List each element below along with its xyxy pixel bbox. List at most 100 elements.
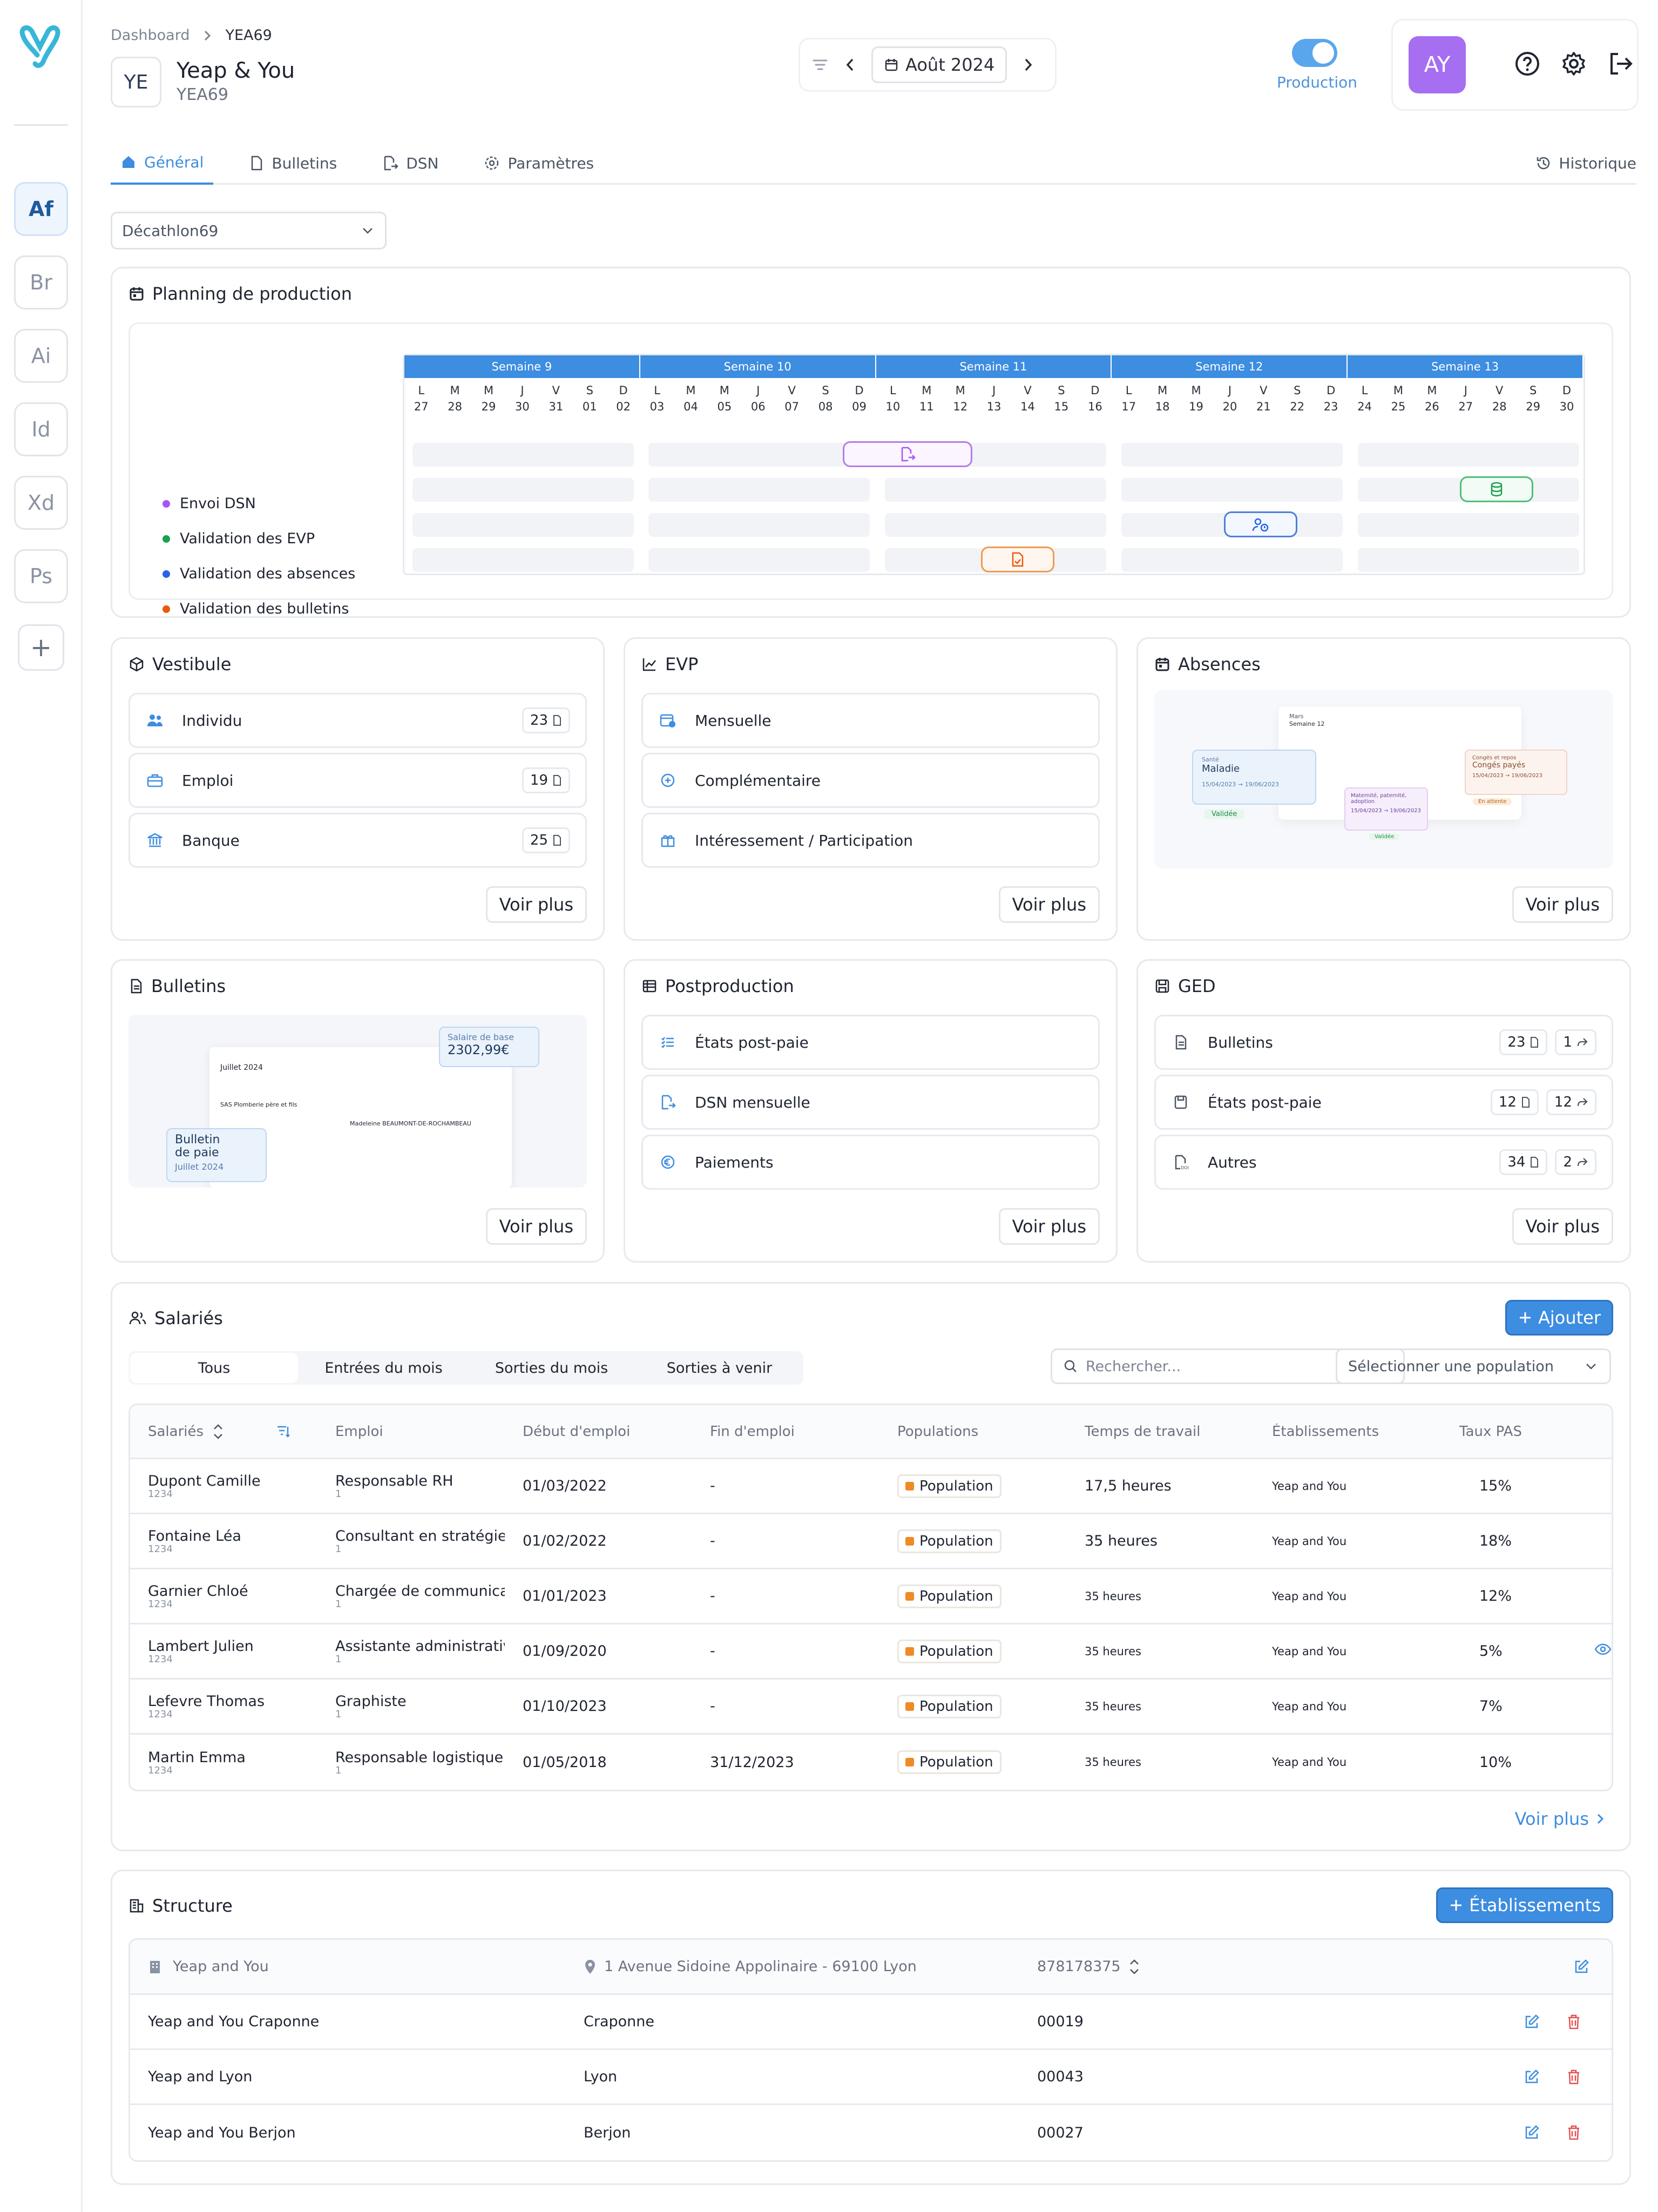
logout-icon[interactable] (1606, 50, 1634, 78)
avatar[interactable]: AY (1409, 36, 1466, 93)
breadcrumb-root[interactable]: Dashboard (111, 27, 190, 44)
day-number: 18 (1155, 400, 1170, 413)
tab-dsn[interactable]: DSN (373, 141, 448, 185)
table-row[interactable]: Dupont Camille 1234 Responsable RH 1 01/03/2… (130, 1459, 1612, 1514)
table-row[interactable]: Lambert Julien 1234 Assistante administrat… (130, 1624, 1612, 1680)
sidebar-app-br[interactable]: Br (14, 255, 68, 309)
postproduction-item-paiements[interactable]: Paiements (641, 1135, 1100, 1190)
establishment-select[interactable]: Décathlon69 (111, 212, 387, 249)
col-debut[interactable]: Début d'emploi (523, 1423, 631, 1440)
vestibule-item-individu[interactable]: Individu 23 (128, 693, 587, 748)
ged-item-autres[interactable]: DOC Autres 34 2 (1154, 1135, 1613, 1190)
structure-title-wrap: Structure (128, 1896, 233, 1916)
filter-list-icon[interactable] (276, 1425, 292, 1439)
col-emploi[interactable]: Emploi (335, 1423, 383, 1440)
table-row[interactable]: Lefevre Thomas 1234 Graphiste 1 01/10/2023- P… (130, 1680, 1612, 1735)
filter-tab-sorties-a-venir[interactable]: Sorties à venir (666, 1359, 773, 1377)
population-select[interactable]: Sélectionner une population (1336, 1348, 1611, 1384)
employee-search-input[interactable]: Rechercher... (1051, 1348, 1405, 1384)
edit-icon[interactable] (1523, 2013, 1540, 2031)
col-fin[interactable]: Fin d'emploi (710, 1423, 795, 1440)
table-row[interactable]: Fontaine Léa 1234 Consultant en stratégie 1… (130, 1514, 1612, 1569)
day-letter: L (1361, 384, 1368, 397)
sidebar-app-id[interactable]: Id (14, 402, 68, 456)
chevron-right-icon[interactable] (1021, 56, 1035, 74)
postproduction-item-etats[interactable]: États post-paie (641, 1015, 1100, 1070)
bulletins-more-button[interactable]: Voir plus (485, 1208, 587, 1245)
employee-name: Lambert Julien (148, 1638, 254, 1655)
filter-tab-entrees[interactable]: Entrées du mois (324, 1359, 443, 1377)
period-picker[interactable]: Août 2024 (871, 46, 1007, 83)
bulletins-event[interactable] (981, 547, 1054, 572)
filter-tab-tous[interactable]: Tous (130, 1353, 298, 1383)
sidebar-app-xd[interactable]: Xd (14, 476, 68, 530)
trash-icon[interactable] (1566, 2013, 1581, 2031)
chevron-left-icon[interactable] (843, 56, 857, 74)
postproduction-more-button[interactable]: Voir plus (998, 1208, 1100, 1245)
trash-icon[interactable] (1566, 2124, 1581, 2141)
postproduction-item-dsn[interactable]: DSN mensuelle (641, 1075, 1100, 1130)
eye-icon[interactable] (1594, 1643, 1612, 1656)
edit-icon[interactable] (1573, 1958, 1590, 1975)
count-badge: 19 (522, 767, 570, 793)
absences-event[interactable] (1224, 511, 1297, 537)
ged-item-bulletins[interactable]: Bulletins 23 1 (1154, 1015, 1613, 1070)
evp-item-interessement[interactable]: Intéressement / Participation (641, 813, 1100, 868)
ged-item-etats[interactable]: États post-paie 12 12 (1154, 1075, 1613, 1130)
structure-row[interactable]: Yeap and You Craponne Craponne 00019 (130, 1995, 1612, 2050)
sidebar-app-ps[interactable]: Ps (14, 549, 68, 603)
structure-row[interactable]: Yeap and Lyon Lyon 00043 (130, 2050, 1612, 2105)
col-taux-pas[interactable]: Taux PAS (1459, 1423, 1522, 1440)
filter-icon[interactable] (811, 56, 829, 74)
sidebar-app-af[interactable]: Af (14, 182, 68, 236)
tab-parametres[interactable]: Paramètres (474, 141, 604, 185)
evp-item-complementaire[interactable]: Complémentaire (641, 753, 1100, 808)
vestibule-item-banque[interactable]: Banque 25 (128, 813, 587, 868)
structure-head-row: Yeap and You 1 Avenue Sidoine Appolinair… (130, 1940, 1612, 1995)
employees-more-link[interactable]: Voir plus (1515, 1809, 1605, 1829)
evp-item-mensuelle[interactable]: Mensuelle (641, 693, 1100, 748)
table-row[interactable]: Martin Emma 1234 Responsable logistique 1 01… (130, 1735, 1612, 1790)
vestibule-more-button[interactable]: Voir plus (485, 886, 587, 923)
add-employee-button[interactable]: Ajouter (1505, 1300, 1613, 1336)
edit-icon[interactable] (1523, 2068, 1540, 2086)
sidebar-app-ai[interactable]: Ai (14, 329, 68, 383)
job-title: Graphiste (335, 1693, 407, 1710)
history-button[interactable]: Historique (1535, 141, 1636, 185)
add-app-button[interactable]: + (18, 624, 64, 671)
dsn-event[interactable] (843, 441, 972, 467)
structure-row[interactable]: Yeap and You Berjon Berjon 00027 (130, 2105, 1612, 2160)
col-salaries[interactable]: Salariés (130, 1422, 317, 1441)
structure-card: Structure Établissements Yeap and You 1 … (111, 1870, 1631, 2185)
bulletins-title: Bulletins (151, 976, 226, 996)
absences-more-button[interactable]: Voir plus (1512, 886, 1613, 923)
gear-icon[interactable] (1560, 50, 1588, 78)
vestibule-list: Individu 23 Emploi 19 Banque 25 (128, 693, 587, 873)
ged-item-label: Autres (1208, 1153, 1257, 1171)
col-populations[interactable]: Populations (897, 1423, 979, 1440)
table-row[interactable]: Garnier Chloé 1234 Chargée de communica 1 01… (130, 1569, 1612, 1624)
col-temps[interactable]: Temps de travail (1085, 1423, 1201, 1440)
col-etablissements[interactable]: Établissements (1272, 1423, 1379, 1440)
structure-head-siret: 878178375 (1037, 1958, 1121, 1975)
tab-general[interactable]: Général (111, 141, 214, 185)
ged-more-button[interactable]: Voir plus (1512, 1208, 1613, 1245)
sort-icon[interactable] (1128, 1958, 1140, 1976)
search-placeholder: Rechercher... (1086, 1358, 1181, 1375)
production-toggle[interactable] (1292, 39, 1337, 67)
trash-icon[interactable] (1566, 2068, 1581, 2086)
filter-tab-sorties[interactable]: Sorties du mois (495, 1359, 608, 1377)
tab-label: Paramètres (507, 154, 594, 172)
app-logo-icon[interactable] (16, 23, 64, 71)
ged-card: GED Bulletins 23 1 États post-paie 12 12… (1136, 959, 1631, 1263)
establishment: Yeap and You (1272, 1644, 1347, 1658)
vestibule-item-emploi[interactable]: Emploi 19 (128, 753, 587, 808)
add-establishment-button[interactable]: Établissements (1436, 1887, 1613, 1923)
edit-icon[interactable] (1523, 2124, 1540, 2141)
day-letter: S (1294, 384, 1301, 397)
evp-event[interactable] (1460, 476, 1533, 502)
evp-more-button[interactable]: Voir plus (998, 886, 1100, 923)
help-icon[interactable] (1513, 50, 1541, 78)
tab-bulletins[interactable]: Bulletins (239, 141, 347, 185)
employees-card: Salariés Ajouter Tous Entrées du mois So… (111, 1282, 1631, 1851)
